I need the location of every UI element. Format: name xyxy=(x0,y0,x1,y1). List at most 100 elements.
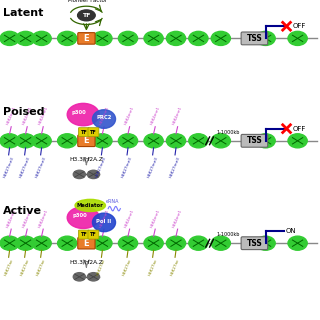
Ellipse shape xyxy=(75,199,106,212)
Ellipse shape xyxy=(0,134,19,148)
Ellipse shape xyxy=(211,134,230,148)
Ellipse shape xyxy=(67,207,99,228)
Text: H3.3/H2A.Z: H3.3/H2A.Z xyxy=(69,259,103,264)
FancyBboxPatch shape xyxy=(78,237,95,249)
Ellipse shape xyxy=(288,134,307,148)
Text: H3K4me1: H3K4me1 xyxy=(38,208,49,228)
Text: H3K4me1: H3K4me1 xyxy=(124,106,135,126)
Text: H3K4me1: H3K4me1 xyxy=(172,208,183,228)
Text: H3K27ac: H3K27ac xyxy=(148,258,158,277)
Ellipse shape xyxy=(32,134,51,148)
Text: OFF: OFF xyxy=(292,23,306,29)
Ellipse shape xyxy=(166,31,186,45)
Text: H3.3/H2A.Z: H3.3/H2A.Z xyxy=(69,157,103,162)
Text: H3K4me1: H3K4me1 xyxy=(150,208,161,228)
Ellipse shape xyxy=(16,31,35,45)
Text: TF: TF xyxy=(90,130,97,135)
Text: H3K27ac: H3K27ac xyxy=(122,258,132,277)
Text: p300: p300 xyxy=(72,110,87,116)
Text: PRC2: PRC2 xyxy=(96,115,112,120)
Ellipse shape xyxy=(189,236,208,250)
Text: H3K27me3: H3K27me3 xyxy=(95,156,108,179)
Ellipse shape xyxy=(32,236,51,250)
Ellipse shape xyxy=(144,134,163,148)
FancyBboxPatch shape xyxy=(78,230,89,239)
Text: E: E xyxy=(84,34,89,43)
Ellipse shape xyxy=(144,236,163,250)
FancyBboxPatch shape xyxy=(241,237,268,250)
FancyBboxPatch shape xyxy=(241,134,268,147)
Text: Latent: Latent xyxy=(3,8,44,18)
Text: Pol II: Pol II xyxy=(96,219,112,224)
Ellipse shape xyxy=(58,236,77,250)
Ellipse shape xyxy=(288,236,307,250)
Text: H3K27me3: H3K27me3 xyxy=(35,156,47,179)
Ellipse shape xyxy=(118,31,138,45)
Text: TF: TF xyxy=(80,130,87,135)
FancyBboxPatch shape xyxy=(78,135,95,147)
Ellipse shape xyxy=(93,236,112,250)
Ellipse shape xyxy=(58,31,77,45)
Text: Poised: Poised xyxy=(3,107,45,117)
Ellipse shape xyxy=(87,273,100,281)
Ellipse shape xyxy=(92,110,116,128)
Text: H3K4me1: H3K4me1 xyxy=(124,208,135,228)
Text: H3K4me1: H3K4me1 xyxy=(22,106,33,126)
Text: TF: TF xyxy=(80,232,87,237)
Text: H3K27me3: H3K27me3 xyxy=(121,156,133,179)
Ellipse shape xyxy=(166,236,186,250)
Text: H3K27ac: H3K27ac xyxy=(4,258,14,277)
Text: H3K27me3: H3K27me3 xyxy=(147,156,159,179)
Ellipse shape xyxy=(16,236,35,250)
Ellipse shape xyxy=(144,31,163,45)
Text: Mediator: Mediator xyxy=(77,203,104,208)
Ellipse shape xyxy=(93,31,112,45)
Text: H3K27me3: H3K27me3 xyxy=(19,156,31,179)
Text: TF: TF xyxy=(82,13,91,18)
Text: TF: TF xyxy=(90,232,97,237)
Ellipse shape xyxy=(0,31,19,45)
Ellipse shape xyxy=(211,236,230,250)
Text: H3K27ac: H3K27ac xyxy=(170,258,180,277)
Ellipse shape xyxy=(166,134,186,148)
Ellipse shape xyxy=(73,170,85,179)
Ellipse shape xyxy=(118,236,138,250)
Text: 1-1000kb: 1-1000kb xyxy=(217,232,240,237)
Text: H3K4me1: H3K4me1 xyxy=(150,106,161,126)
Text: H3K4me1: H3K4me1 xyxy=(99,208,109,228)
Ellipse shape xyxy=(87,170,100,179)
Ellipse shape xyxy=(256,236,275,250)
Ellipse shape xyxy=(189,31,208,45)
Text: H3K27me3: H3K27me3 xyxy=(3,156,15,179)
Text: ON: ON xyxy=(286,228,296,234)
Text: H3K4me1: H3K4me1 xyxy=(172,106,183,126)
Text: H3K27ac: H3K27ac xyxy=(96,258,107,277)
FancyBboxPatch shape xyxy=(88,128,99,137)
Ellipse shape xyxy=(78,10,95,21)
Text: eRNA: eRNA xyxy=(106,199,120,204)
FancyBboxPatch shape xyxy=(241,32,268,45)
FancyBboxPatch shape xyxy=(88,230,99,239)
Text: H3K4me1: H3K4me1 xyxy=(38,106,49,126)
Ellipse shape xyxy=(189,134,208,148)
Text: H3K27me3: H3K27me3 xyxy=(169,156,181,179)
Ellipse shape xyxy=(211,31,230,45)
Ellipse shape xyxy=(118,134,138,148)
Ellipse shape xyxy=(73,273,85,281)
Ellipse shape xyxy=(0,236,19,250)
Text: p300: p300 xyxy=(73,213,87,219)
Text: H3K4me1: H3K4me1 xyxy=(99,106,109,126)
Text: E: E xyxy=(84,136,89,145)
Text: 1-1000kb: 1-1000kb xyxy=(217,130,240,135)
Ellipse shape xyxy=(256,31,275,45)
Text: OFF: OFF xyxy=(292,126,306,132)
Text: TSS: TSS xyxy=(246,34,262,43)
Ellipse shape xyxy=(93,134,112,148)
Text: H3K4me1: H3K4me1 xyxy=(6,208,17,228)
Ellipse shape xyxy=(32,31,51,45)
Text: H3K4me1: H3K4me1 xyxy=(22,208,33,228)
Text: H3K27ac: H3K27ac xyxy=(20,258,30,277)
Text: Pioneer Factor: Pioneer Factor xyxy=(68,0,108,3)
Text: E: E xyxy=(84,239,89,248)
Ellipse shape xyxy=(92,213,116,232)
